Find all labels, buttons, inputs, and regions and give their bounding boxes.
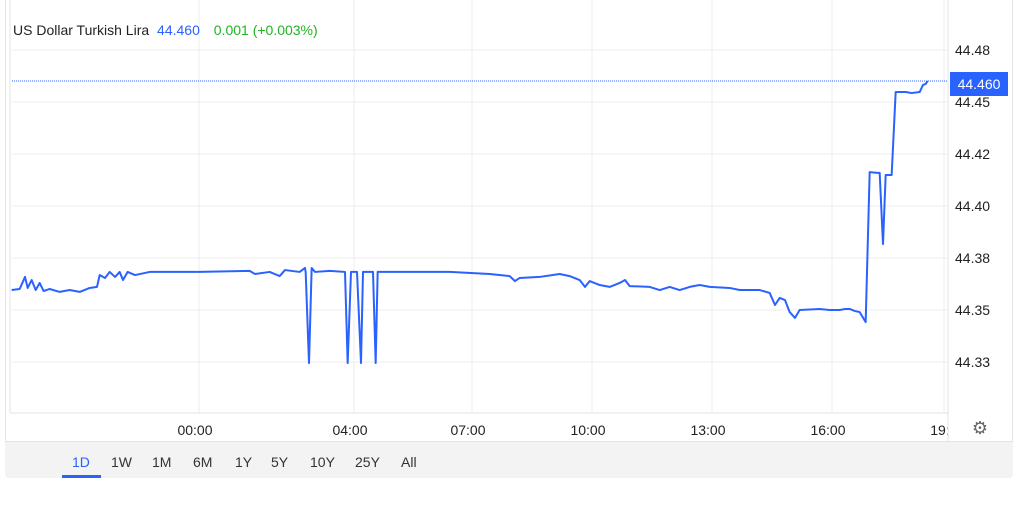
range-1m-button[interactable]: 1M	[152, 454, 172, 470]
price-chart[interactable]: 44.48 44.45 44.42 44.40 44.38 44.35 44.33 00:00…	[0, 0, 1024, 441]
x-tick-label: 19:	[930, 422, 949, 438]
chart-header: US Dollar Turkish Lira 44.460 0.001 (+0.…	[13, 22, 318, 38]
y-tick-label: 44.40	[955, 198, 990, 214]
y-tick-label: 44.33	[955, 354, 990, 370]
active-range-indicator	[62, 475, 101, 478]
range-1w-button[interactable]: 1W	[111, 454, 132, 470]
range-all-button[interactable]: All	[401, 454, 417, 470]
price-change: 0.001 (+0.003%)	[213, 22, 318, 38]
x-tick-label: 10:00	[570, 422, 605, 438]
y-tick-label: 44.45	[955, 94, 990, 110]
current-price: 44.460	[157, 22, 200, 38]
range-10y-button[interactable]: 10Y	[310, 454, 335, 470]
x-tick-label: 16:00	[810, 422, 845, 438]
x-tick-label: 04:00	[332, 422, 367, 438]
gear-icon[interactable]: ⚙	[971, 418, 989, 438]
y-tick-label: 44.35	[955, 302, 990, 318]
range-1y-button[interactable]: 1Y	[235, 454, 253, 470]
range-1d-button[interactable]: 1D	[72, 454, 90, 470]
range-toolbar: 1D 1W 1M 6M 1Y 5Y 10Y 25Y All	[5, 441, 1013, 478]
range-5y-button[interactable]: 5Y	[271, 454, 289, 470]
price-line	[11, 80, 929, 365]
y-tick-label: 44.42	[955, 146, 990, 162]
x-tick-label: 07:00	[450, 422, 485, 438]
x-tick-label: 13:00	[690, 422, 725, 438]
instrument-name: US Dollar Turkish Lira	[13, 22, 150, 38]
y-tick-label: 44.48	[955, 42, 990, 58]
range-6m-button[interactable]: 6M	[193, 454, 213, 470]
y-tick-label: 44.38	[955, 250, 990, 266]
last-price-tag: 44.460	[950, 72, 1008, 96]
range-25y-button[interactable]: 25Y	[355, 454, 380, 470]
x-tick-label: 00:00	[177, 422, 212, 438]
